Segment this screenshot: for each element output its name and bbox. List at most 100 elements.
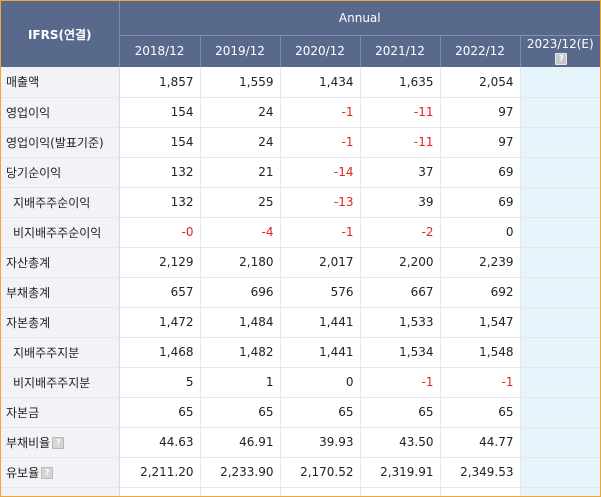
value-cell: 1,484 bbox=[200, 307, 281, 338]
table-row: 자산총계 2,129 2,180 2,017 2,200 2,239 bbox=[1, 247, 600, 278]
row-label-cell[interactable]: 자산총계 bbox=[1, 247, 120, 278]
year-header[interactable]: 2021/12 bbox=[360, 35, 441, 67]
value-cell: -14 bbox=[280, 157, 361, 188]
year-header[interactable]: 2019/12 bbox=[200, 35, 281, 67]
value-cell: 69 bbox=[440, 187, 521, 218]
value-cell: 2,200 bbox=[360, 247, 441, 278]
row-label-cell[interactable] bbox=[1, 487, 120, 496]
value-cell: 132 bbox=[119, 157, 201, 188]
row-label-cell[interactable]: 영업이익(발표기준) bbox=[1, 127, 120, 158]
annual-group-header: Annual bbox=[119, 1, 600, 36]
value-cell: 5 bbox=[119, 367, 201, 398]
value-cell: 1 bbox=[200, 367, 281, 398]
value-cell: 25 bbox=[200, 187, 281, 218]
estimate-value-cell bbox=[520, 67, 600, 98]
row-label: 영업이익(발표기준) bbox=[6, 135, 104, 150]
value-cell: 97 bbox=[440, 97, 521, 128]
value-cell: 1,534 bbox=[360, 337, 441, 368]
row-label-cell[interactable]: 지배주주순이익 bbox=[1, 187, 120, 218]
value-cell: 2,129 bbox=[119, 247, 201, 278]
table-row: 지배주주순이익 132 25 -13 39 69 bbox=[1, 187, 600, 218]
value-cell: 1,533 bbox=[360, 307, 441, 338]
estimate-value-cell bbox=[520, 97, 600, 128]
estimate-value-cell bbox=[520, 277, 600, 308]
value-cell: 1,635 bbox=[360, 67, 441, 98]
row-label-cell[interactable]: 당기순이익 bbox=[1, 157, 120, 188]
value-cell: 1,857 bbox=[119, 67, 201, 98]
value-cell: 1,548 bbox=[440, 337, 521, 368]
year-header[interactable]: 2020/12 bbox=[280, 35, 361, 67]
value-cell: 1,441 bbox=[280, 307, 361, 338]
table-row: 당기순이익 132 21 -14 37 69 bbox=[1, 157, 600, 188]
estimate-year-header[interactable]: 2023/12(E)? bbox=[520, 35, 600, 67]
help-icon[interactable]: ? bbox=[41, 467, 54, 479]
row-label-cell[interactable]: 비지배주주지분 bbox=[1, 367, 120, 398]
row-label-cell[interactable]: 자본총계 bbox=[1, 307, 120, 338]
value-cell: -11 bbox=[360, 97, 441, 128]
value-cell: 65 bbox=[200, 397, 281, 428]
table-row: 부채비율? 44.63 46.91 39.93 43.50 44.77 bbox=[1, 427, 600, 458]
row-label: 영업이익 bbox=[6, 105, 51, 120]
year-header[interactable]: 2022/12 bbox=[440, 35, 521, 67]
value-cell: 2,170.52 bbox=[280, 457, 361, 488]
help-icon[interactable]: ? bbox=[52, 437, 65, 449]
value-cell: 65 bbox=[119, 397, 201, 428]
table-row: 지배주주지분 1,468 1,482 1,441 1,534 1,548 bbox=[1, 337, 600, 368]
value-cell: 2,054 bbox=[440, 67, 521, 98]
year-header[interactable]: 2018/12 bbox=[119, 35, 201, 67]
table-row: 영업이익(발표기준) 154 24 -1 -11 97 bbox=[1, 127, 600, 158]
value-cell: -13 bbox=[280, 187, 361, 218]
row-label-cell[interactable]: 자본금 bbox=[1, 397, 120, 428]
value-cell: 576 bbox=[280, 277, 361, 308]
estimate-value-cell bbox=[520, 307, 600, 338]
estimate-value-cell bbox=[520, 337, 600, 368]
estimate-value-cell bbox=[520, 487, 600, 496]
row-label: 자본총계 bbox=[6, 315, 51, 330]
row-label: 부채총계 bbox=[6, 285, 51, 300]
value-cell: 2,239 bbox=[440, 247, 521, 278]
table-row: 유보율? 2,211.20 2,233.90 2,170.52 2,319.91 2,34… bbox=[1, 457, 600, 488]
value-cell: -1 bbox=[280, 217, 361, 248]
row-label-cell[interactable]: 지배주주지분 bbox=[1, 337, 120, 368]
value-cell: 65 bbox=[280, 397, 361, 428]
table-row: 비지배주주순이익 -0 -4 -1 -2 0 bbox=[1, 217, 600, 248]
value-cell: 667 bbox=[360, 277, 441, 308]
table-row: 자본금 65 65 65 65 65 bbox=[1, 397, 600, 428]
value-cell: 154 bbox=[119, 97, 201, 128]
value-cell: 2,180 bbox=[200, 247, 281, 278]
value-cell: 0 bbox=[280, 367, 361, 398]
value-cell: 65 bbox=[360, 397, 441, 428]
row-label-cell[interactable]: 부채총계 bbox=[1, 277, 120, 308]
value-cell bbox=[360, 487, 441, 496]
value-cell: -2 bbox=[360, 217, 441, 248]
table-row: 매출액 1,857 1,559 1,434 1,635 2,054 bbox=[1, 67, 600, 98]
estimate-value-cell bbox=[520, 187, 600, 218]
value-cell: -0 bbox=[119, 217, 201, 248]
estimate-year-label: 2023/12(E) bbox=[526, 37, 594, 52]
value-cell: 2,319.91 bbox=[360, 457, 441, 488]
value-cell: 44.63 bbox=[119, 427, 201, 458]
value-cell bbox=[280, 487, 361, 496]
table-row: 비지배주주지분 5 1 0 -1 -1 bbox=[1, 367, 600, 398]
value-cell: 657 bbox=[119, 277, 201, 308]
table-header: IFRS(연결) Annual 2018/12 2019/12 2020/12 … bbox=[1, 1, 600, 67]
value-cell: 1,472 bbox=[119, 307, 201, 338]
value-cell: 46.91 bbox=[200, 427, 281, 458]
row-label-cell[interactable]: 영업이익 bbox=[1, 97, 120, 128]
value-cell: 1,559 bbox=[200, 67, 281, 98]
help-icon[interactable]: ? bbox=[555, 52, 568, 65]
table-row: 부채총계 657 696 576 667 692 bbox=[1, 277, 600, 308]
row-label: 당기순이익 bbox=[6, 165, 62, 180]
table-row: 영업이익 154 24 -1 -11 97 bbox=[1, 97, 600, 128]
row-label: 비지배주주지분 bbox=[13, 375, 91, 390]
row-label: 자본금 bbox=[6, 405, 40, 420]
row-label-cell[interactable]: 부채비율? bbox=[1, 427, 120, 458]
value-cell: 154 bbox=[119, 127, 201, 158]
row-label-cell[interactable]: 비지배주주순이익 bbox=[1, 217, 120, 248]
value-cell: 21 bbox=[200, 157, 281, 188]
row-label-cell[interactable]: 유보율? bbox=[1, 457, 120, 488]
estimate-value-cell bbox=[520, 427, 600, 458]
row-label-cell[interactable]: 매출액 bbox=[1, 67, 120, 98]
